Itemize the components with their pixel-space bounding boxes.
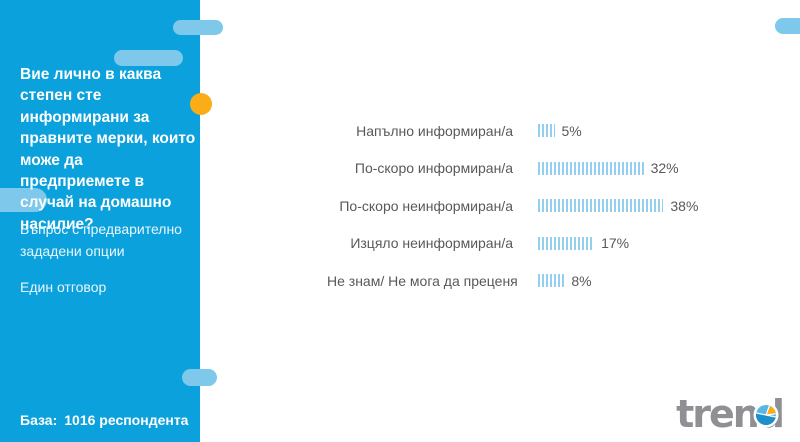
value-label: 5% xyxy=(561,122,582,139)
trend-logo-svg: trend xyxy=(676,392,785,436)
bar-striped xyxy=(538,236,595,250)
value-label: 38% xyxy=(670,197,699,214)
bar-chart: Напълно информиран/а 5% По-скоро информира… xyxy=(327,112,698,300)
value-label: 8% xyxy=(571,272,592,289)
decorative-pill-top xyxy=(173,20,223,35)
decorative-pill-top-right xyxy=(775,18,800,34)
value-label: 17% xyxy=(601,235,630,252)
bar-striped xyxy=(538,199,664,213)
question-panel: Вие лично в каква степен сте информирани… xyxy=(0,0,223,442)
survey-question-title: Вие лично в каква степен сте информирани… xyxy=(20,66,196,233)
sample-base: База: 1016 респондента xyxy=(20,412,188,428)
chart-row: По-скоро неинформиран/а 38% xyxy=(327,187,698,225)
base-value: 1016 респондента xyxy=(64,412,189,428)
chart-row: Напълно информиран/а 5% xyxy=(327,112,698,150)
decorative-pill-middle-left xyxy=(0,188,47,212)
category-label: Напълно информиран/а xyxy=(356,122,513,139)
trend-logo: trend xyxy=(652,386,792,436)
value-label: 32% xyxy=(650,160,679,177)
bar-striped xyxy=(538,274,565,288)
chart-row: По-скоро информиран/а 32% xyxy=(327,150,698,188)
decorative-pill-upper-left xyxy=(114,50,183,66)
bar-striped xyxy=(538,161,644,175)
category-label: Изцяло неинформиран/а xyxy=(350,235,513,252)
base-label: База: xyxy=(20,412,58,428)
decorative-pill-bottom-right xyxy=(182,369,217,386)
category-label: По-скоро неинформиран/а xyxy=(339,197,513,214)
category-label: Не знам/ Не мога да преценя xyxy=(327,272,518,289)
category-label: По-скоро информиран/а xyxy=(354,160,513,177)
logo-pie-icon xyxy=(753,402,779,428)
orange-dot-decoration xyxy=(190,93,212,115)
chart-row: Не знам/ Не мога да преценя 8% xyxy=(327,262,698,300)
chart-row: Изцяло неинформиран/а 17% xyxy=(327,225,698,263)
question-type-note: Въпрос с предварително зададени опции xyxy=(20,221,182,260)
bar-striped xyxy=(538,124,555,138)
answer-type-note: Един отговор xyxy=(20,279,107,295)
